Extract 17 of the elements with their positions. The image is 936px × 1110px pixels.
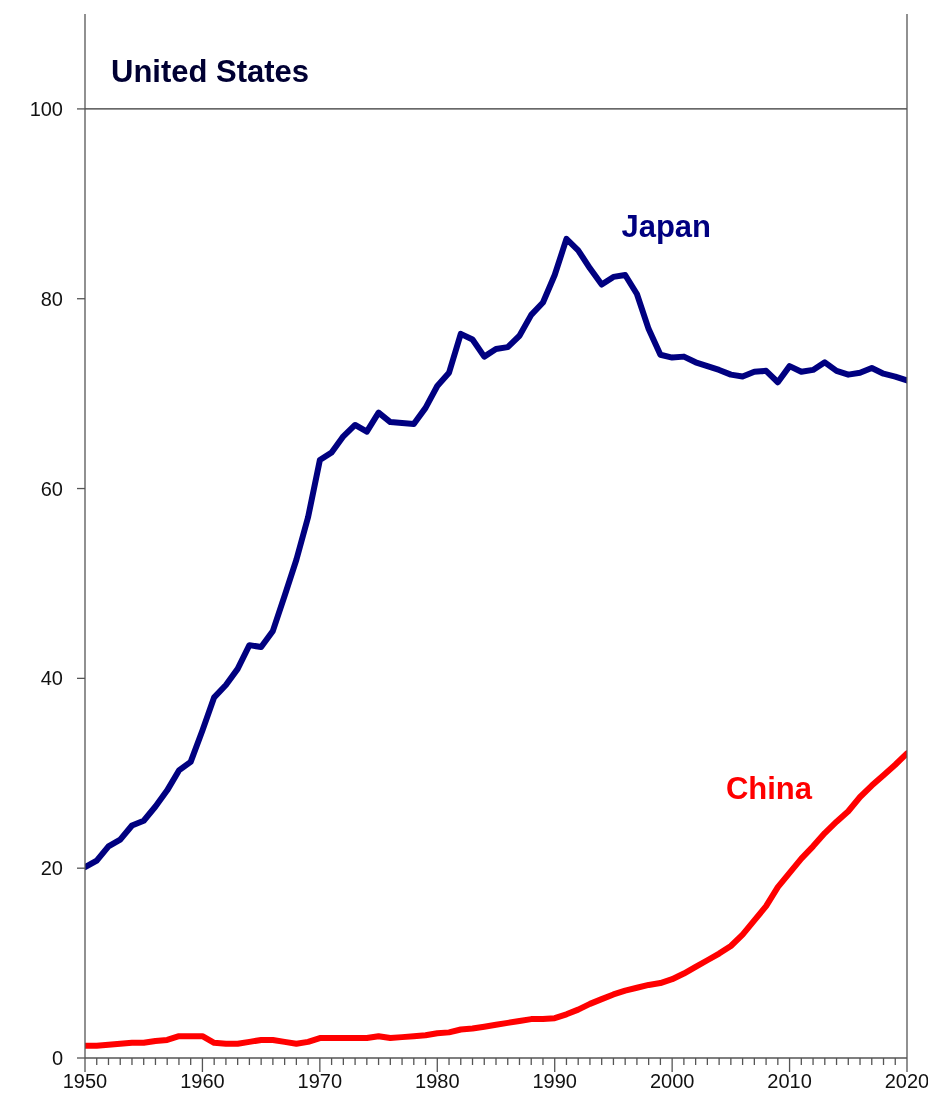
y-tick-label: 80 [40,287,63,310]
x-tick-label: 2000 [649,1070,695,1092]
y-tick-label: 0 [51,1047,63,1069]
series-label: China [725,771,813,807]
x-tick-label: 1970 [297,1070,343,1092]
x-tick-label: 2020 [884,1070,930,1092]
ref-line-label: United States [111,53,310,89]
x-tick-label: 1960 [180,1070,225,1092]
x-tick-label: 1950 [62,1070,108,1092]
series-label: Japan [621,208,712,244]
x-tick-label: 1980 [415,1070,460,1092]
y-tick-label: 20 [40,857,63,880]
x-tick-label: 2010 [767,1070,812,1092]
y-tick-label: 40 [40,667,63,690]
y-tick-label: 100 [29,97,63,120]
y-tick-label: 60 [40,477,63,500]
x-tick-label: 1990 [532,1070,577,1092]
